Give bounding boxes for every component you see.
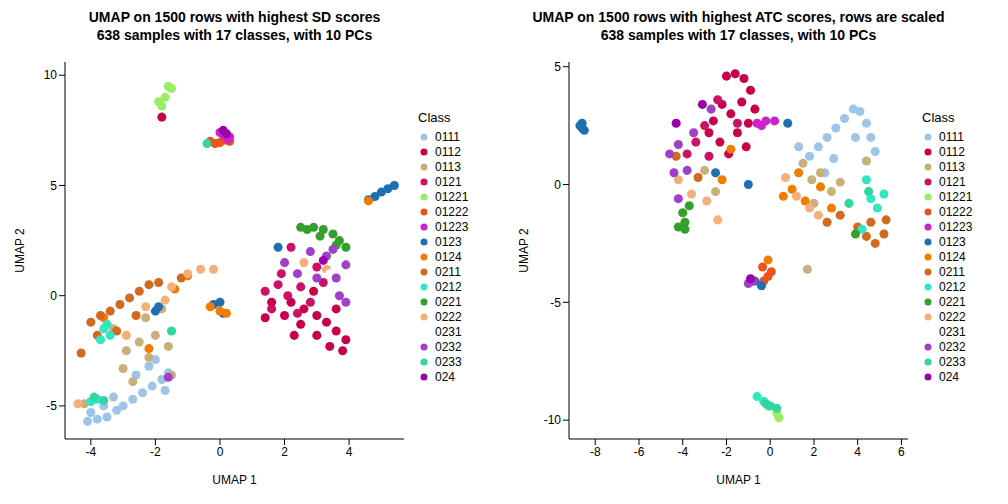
html-text:0212: 0212 [939,279,966,294]
svg-text:UMAP 2: UMAP 2 [13,228,27,273]
svg-text:-6: -6 [634,445,645,459]
html-text:0233: 0233 [939,354,966,369]
html-text:0113: 0113 [435,159,461,174]
svg-text:0: 0 [554,178,561,192]
svg-text:-2: -2 [721,445,732,459]
svg-text:-8: -8 [590,445,601,459]
html-text:Class: Class [922,110,955,125]
html-text:0232: 0232 [939,339,966,354]
svg-text:-5: -5 [46,399,57,413]
svg-text:4: 4 [346,445,353,459]
svg-text:-5: -5 [550,296,561,310]
html-text:638 samples with 17 classes, w: 638 samples with 17 classes, with 10 PCs [600,27,877,43]
html-text:0111: 0111 [435,129,460,144]
svg-text:4: 4 [854,445,861,459]
html-text:024: 024 [435,369,455,384]
html-text:0121: 0121 [435,174,462,189]
svg-text:-4: -4 [85,445,96,459]
svg-text:0: 0 [767,445,774,459]
html-text:01222: 01222 [435,204,469,219]
svg-text:5: 5 [554,60,561,74]
html-text:0124: 0124 [435,249,462,264]
html-text:638 samples with 17 classes, w: 638 samples with 17 classes, with 10 PCs [96,27,373,43]
html-text:0231: 0231 [435,324,462,339]
html-text:024: 024 [939,369,959,384]
html-text:0221: 0221 [939,294,966,309]
html-text:UMAP on 1500 rows with highest: UMAP on 1500 rows with highest SD scores [88,9,381,25]
svg-text:-2: -2 [150,445,161,459]
html-text:0231: 0231 [939,324,966,339]
html-text:0123: 0123 [435,234,462,249]
svg-text:-10: -10 [544,413,562,427]
svg-text:0: 0 [50,289,57,303]
html-text:0222: 0222 [939,309,966,324]
svg-text:0: 0 [217,445,224,459]
svg-text:10: 10 [44,68,58,82]
html-text:0233: 0233 [435,354,462,369]
svg-text:6: 6 [898,445,905,459]
html-text:0121: 0121 [939,174,966,189]
html-text:0212: 0212 [435,279,462,294]
html-text:01221: 01221 [435,189,469,204]
html-text:0112: 0112 [939,144,965,159]
svg-text:-4: -4 [677,445,688,459]
svg-text:UMAP 2: UMAP 2 [517,228,531,273]
html-text:01223: 01223 [435,219,469,234]
html-text:01222: 01222 [939,204,973,219]
html-text:0222: 0222 [435,309,462,324]
html-text:0112: 0112 [435,144,461,159]
html-text:0232: 0232 [435,339,462,354]
svg-text:UMAP 1: UMAP 1 [716,473,761,487]
svg-text:5: 5 [50,179,57,193]
html-text:0123: 0123 [939,234,966,249]
html-text:01221: 01221 [939,189,973,204]
html-text:0113: 0113 [939,159,965,174]
svg-text:2: 2 [281,445,288,459]
html-text:UMAP on 1500 rows with highest: UMAP on 1500 rows with highest ATC score… [532,9,945,25]
html-text:Class: Class [418,110,451,125]
svg-text:UMAP 1: UMAP 1 [212,473,257,487]
svg-text:2: 2 [811,445,818,459]
html-text:0124: 0124 [939,249,966,264]
html-text:0211: 0211 [435,264,461,279]
html-text:0221: 0221 [435,294,462,309]
html-text:0111: 0111 [939,129,964,144]
html-text:01223: 01223 [939,219,973,234]
html-text:0211: 0211 [939,264,965,279]
